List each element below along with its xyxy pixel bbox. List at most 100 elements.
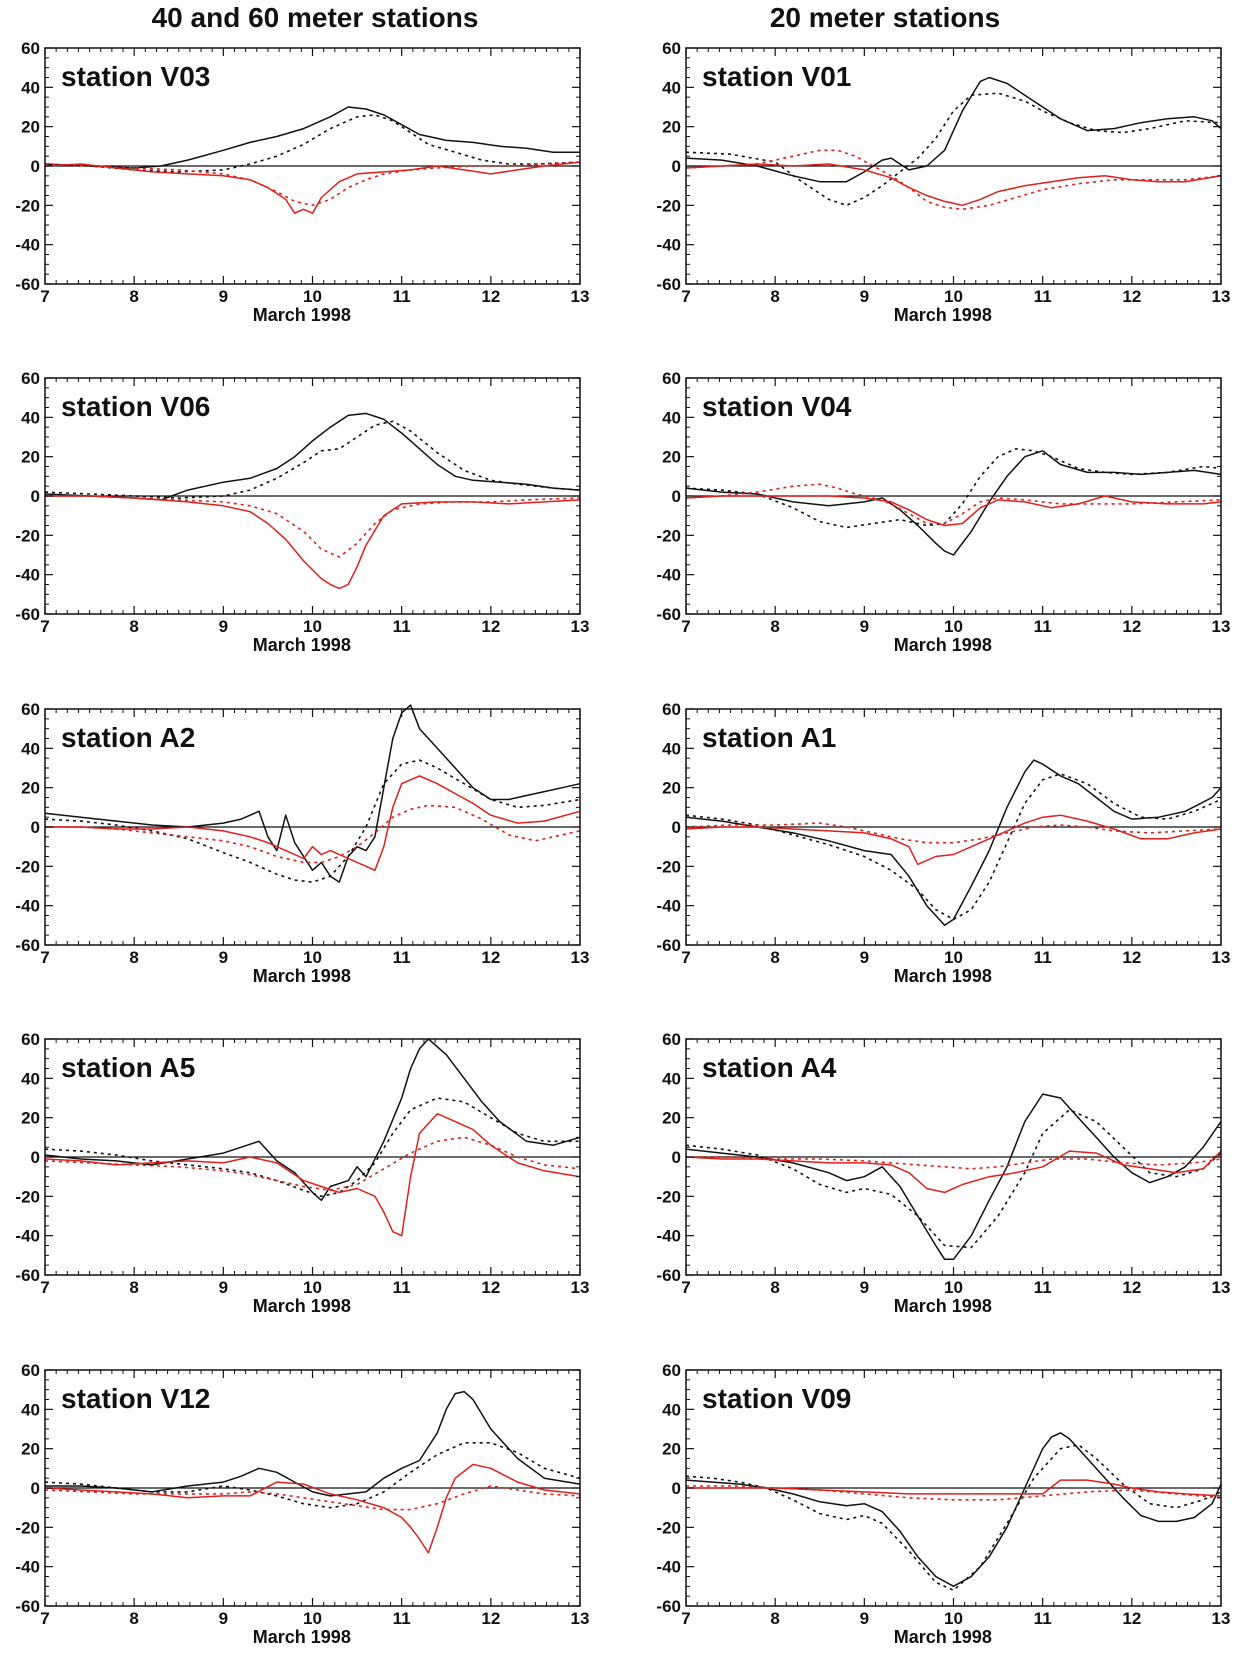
y-tick-label: 60 — [662, 700, 681, 719]
x-tick-label: 10 — [303, 287, 322, 306]
x-axis-label: March 1998 — [253, 1627, 351, 1647]
y-tick-label: 40 — [21, 408, 40, 427]
x-tick-label: 11 — [393, 617, 411, 636]
series-black-dotted — [44, 1097, 580, 1198]
x-axis-label: March 1998 — [253, 966, 351, 986]
panel-title: station A5 — [61, 1052, 195, 1083]
x-tick-label: 13 — [1212, 1609, 1231, 1628]
x-tick-label: 12 — [1122, 1278, 1141, 1297]
y-tick-label: 0 — [31, 818, 40, 837]
y-tick-label: 20 — [662, 448, 681, 467]
series-red-dotted — [685, 149, 1222, 211]
y-tick-label: -60 — [656, 1597, 681, 1616]
series-red-solid — [685, 163, 1222, 207]
series-red-solid — [685, 1150, 1222, 1194]
panel-title: station V12 — [61, 1383, 210, 1414]
x-tick-label: 10 — [944, 617, 963, 636]
panel-7: 7 8 9 10 11 12 13 60 40 20 0 -20 -40 -60 station A4 Mar… — [656, 1030, 1230, 1316]
panel-9: 7 8 9 10 11 12 13 60 40 20 0 -20 -40 -60 station V09 Ma… — [656, 1361, 1230, 1647]
x-tick-label: 7 — [681, 617, 690, 636]
panel-title: station V04 — [702, 391, 852, 422]
x-axis-label: March 1998 — [894, 1627, 992, 1647]
x-tick-label: 10 — [303, 1278, 322, 1297]
x-tick-label: 13 — [571, 948, 590, 967]
panel-8: 7 8 9 10 11 12 13 60 40 20 0 -20 -40 -60 station V12 Ma… — [15, 1361, 589, 1647]
series-black-solid — [45, 1390, 581, 1497]
y-tick-label: -60 — [15, 275, 40, 294]
y-tick-label: -60 — [15, 1597, 40, 1616]
series-black-dotted — [44, 114, 581, 173]
x-tick-label: 12 — [1122, 1609, 1141, 1628]
x-tick-label: 13 — [1212, 617, 1231, 636]
x-tick-label: 11 — [1034, 1609, 1052, 1628]
x-tick-label: 8 — [770, 287, 779, 306]
y-tick-label: -60 — [656, 1266, 681, 1285]
x-tick-label: 7 — [40, 948, 49, 967]
x-tick-label: 13 — [571, 1609, 590, 1628]
panel-title: station V03 — [61, 61, 210, 92]
x-tick-label: 9 — [219, 287, 228, 306]
series-black-solid — [685, 759, 1222, 927]
y-tick-label: 60 — [21, 369, 40, 388]
x-tick-label: 8 — [770, 1609, 779, 1628]
panel-title: station V09 — [702, 1383, 851, 1414]
panel-6: 7 8 9 10 11 12 13 60 40 20 0 -20 -40 -60 station A5 Mar… — [15, 1030, 589, 1316]
series-black-dotted — [44, 1442, 581, 1509]
y-tick-label: 60 — [21, 700, 40, 719]
x-tick-label: 9 — [219, 1609, 228, 1628]
x-tick-label: 10 — [303, 948, 322, 967]
y-tick-label: 20 — [662, 779, 681, 798]
series-black-dotted — [685, 447, 1222, 529]
x-tick-label: 13 — [571, 617, 590, 636]
series-red-dotted — [44, 161, 581, 207]
x-axis-label: March 1998 — [253, 305, 351, 325]
x-tick-label: 8 — [129, 617, 138, 636]
series-black-dotted — [685, 1109, 1222, 1249]
x-tick-label: 8 — [770, 1278, 779, 1297]
series-red-solid — [44, 161, 581, 214]
x-tick-label: 8 — [129, 1609, 138, 1628]
x-tick-label: 8 — [770, 617, 779, 636]
y-tick-label: 40 — [662, 1400, 681, 1419]
panel-title: station A2 — [61, 722, 195, 753]
x-tick-label: 11 — [1034, 1278, 1052, 1297]
y-tick-label: 20 — [21, 448, 40, 467]
y-tick-label: 0 — [31, 487, 40, 506]
x-tick-label: 7 — [681, 1278, 690, 1297]
series-black-dotted — [44, 420, 581, 499]
series-black-solid — [44, 412, 581, 501]
panel-4: 7 8 9 10 11 12 13 60 40 20 0 -20 -40 -60 station A2 Mar… — [15, 700, 589, 986]
y-tick-label: -60 — [656, 605, 681, 624]
x-tick-label: 11 — [393, 948, 411, 967]
x-tick-label: 13 — [1212, 948, 1231, 967]
x-tick-label: 13 — [571, 1278, 590, 1297]
series-red-dotted — [686, 1485, 1222, 1501]
y-tick-label: -40 — [15, 897, 40, 916]
x-tick-label: 7 — [681, 287, 690, 306]
y-tick-label: -40 — [15, 236, 40, 255]
series-red-solid — [45, 495, 581, 590]
y-tick-label: -20 — [15, 196, 40, 215]
x-tick-label: 7 — [40, 1609, 49, 1628]
y-tick-label: -20 — [656, 1187, 681, 1206]
x-tick-label: 10 — [944, 1609, 963, 1628]
y-tick-label: 40 — [662, 78, 681, 97]
series-black-dotted — [685, 92, 1222, 207]
y-tick-label: 20 — [21, 118, 40, 137]
y-tick-label: -20 — [15, 857, 40, 876]
y-tick-label: 60 — [662, 1361, 681, 1380]
y-tick-label: -20 — [656, 857, 681, 876]
x-tick-label: 9 — [860, 287, 869, 306]
x-tick-label: 12 — [1122, 287, 1141, 306]
x-axis-label: March 1998 — [894, 305, 992, 325]
y-tick-label: -20 — [15, 526, 40, 545]
y-tick-label: 0 — [31, 1479, 40, 1498]
y-tick-label: 40 — [21, 1400, 40, 1419]
y-tick-label: 20 — [21, 1109, 40, 1128]
series-red-solid — [685, 495, 1222, 527]
y-tick-label: 40 — [662, 408, 681, 427]
x-tick-label: 8 — [770, 948, 779, 967]
x-tick-label: 9 — [219, 617, 228, 636]
y-tick-label: 60 — [21, 1030, 40, 1049]
